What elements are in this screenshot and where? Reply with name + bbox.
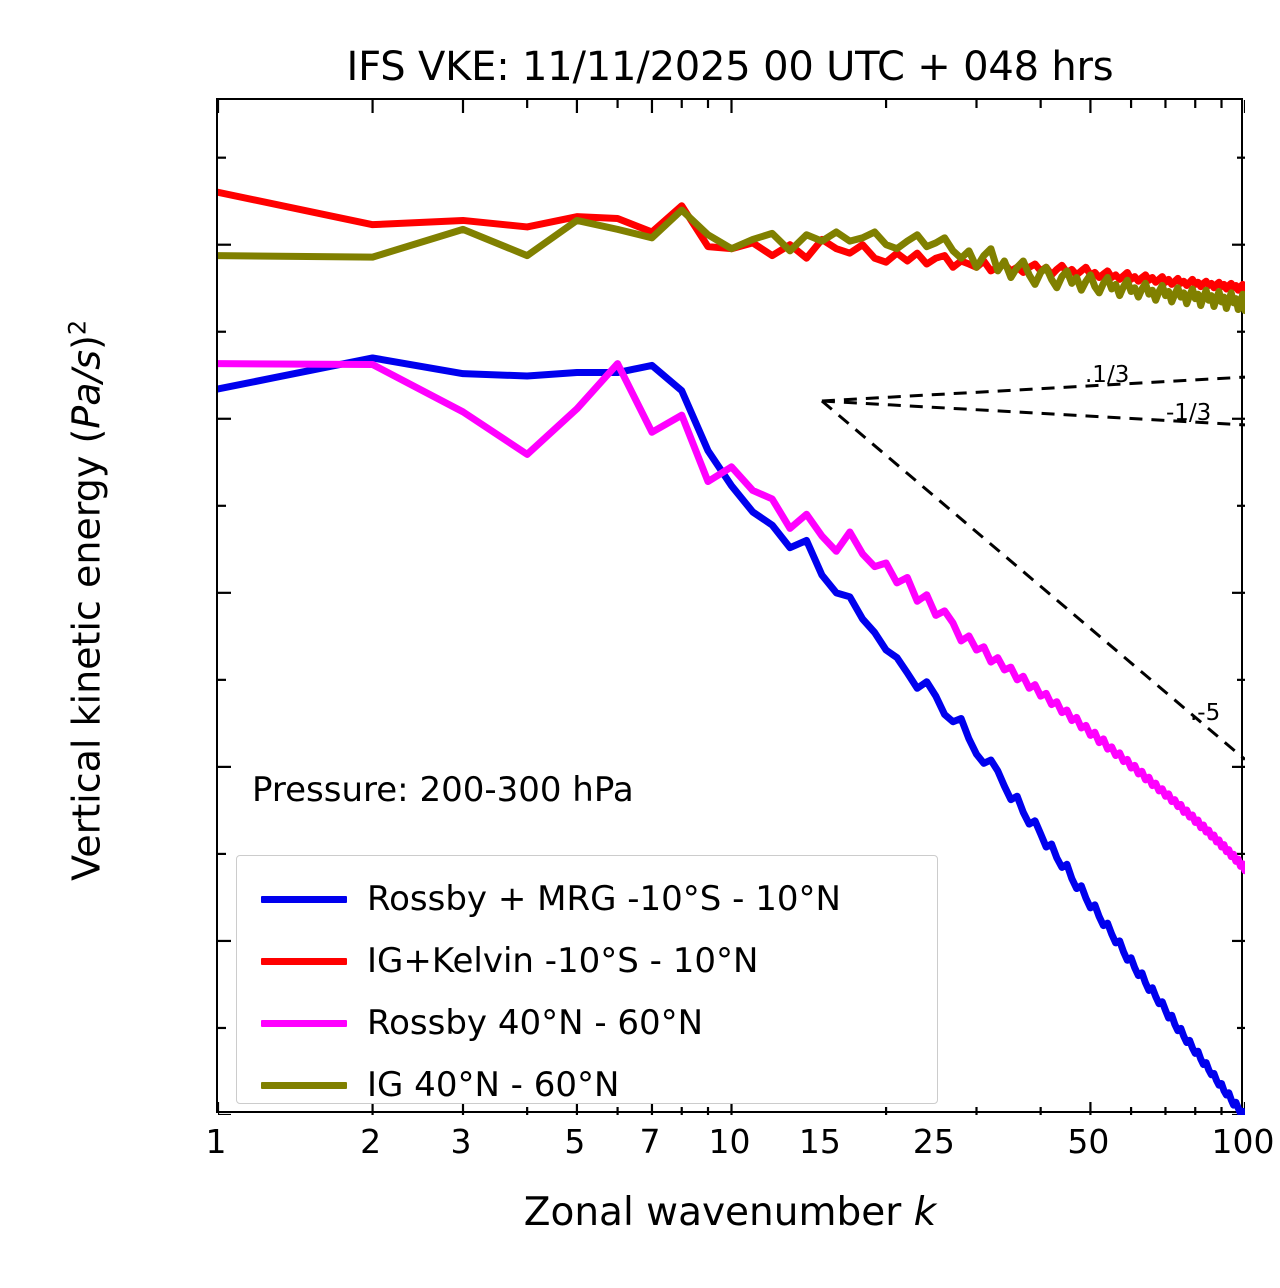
slope-reference-lines: [820, 375, 1245, 761]
slope-label: -1/3: [1166, 400, 1212, 426]
x-tick-label: 10: [708, 1122, 751, 1161]
x-tick-labels: 1 2 3 5 7 10 15 25 50 100: [0, 1122, 1280, 1182]
legend-label: IG 40°N - 60°N: [367, 1065, 620, 1105]
legend-label: Rossby 40°N - 60°N: [367, 1003, 704, 1043]
legend[interactable]: Rossby + MRG -10°S - 10°N IG+Kelvin -10°S…: [236, 855, 938, 1105]
y-axis-title: Vertical kinetic energy (Pa/s)2: [63, 319, 109, 881]
legend-item[interactable]: IG 40°N - 60°N: [253, 1054, 921, 1116]
legend-color-swatch: [261, 1019, 347, 1027]
legend-label: Rossby + MRG -10°S - 10°N: [367, 879, 841, 919]
chart-svg: [218, 100, 1245, 1115]
legend-item[interactable]: Rossby + MRG -10°S - 10°N: [253, 868, 921, 930]
x-tick-label: 7: [639, 1122, 661, 1161]
series-line: [218, 206, 1245, 315]
pressure-annotation: Pressure: 200-300 hPa: [252, 770, 634, 810]
legend-color-swatch: [261, 895, 347, 903]
x-axis-title: Zonal wavenumber k: [523, 1190, 937, 1235]
slope-label: .-5: [1190, 700, 1221, 726]
legend-item[interactable]: IG+Kelvin -10°S - 10°N: [253, 930, 921, 992]
legend-label: IG+Kelvin -10°S - 10°N: [367, 941, 759, 981]
chart-title: IFS VKE: 11/11/2025 00 UTC + 048 hrs: [346, 44, 1114, 90]
x-tick-label: 2: [360, 1122, 382, 1161]
x-tick-label: 25: [912, 1122, 955, 1161]
legend-color-swatch: [261, 957, 347, 965]
x-tick-label: 1: [205, 1122, 227, 1161]
axis-ticks: [218, 100, 1245, 1115]
x-tick-label: 3: [450, 1122, 472, 1161]
x-tick-label: 5: [564, 1122, 586, 1161]
slope-label: .1/3: [1085, 362, 1130, 388]
series-line: [218, 360, 1245, 875]
legend-item[interactable]: Rossby 40°N - 60°N: [253, 992, 921, 1054]
legend-color-swatch: [261, 1081, 347, 1089]
x-tick-label: 15: [798, 1122, 841, 1161]
x-tick-label: 100: [1211, 1122, 1275, 1161]
x-tick-label: 50: [1067, 1122, 1110, 1161]
series-line: [218, 354, 1245, 1115]
